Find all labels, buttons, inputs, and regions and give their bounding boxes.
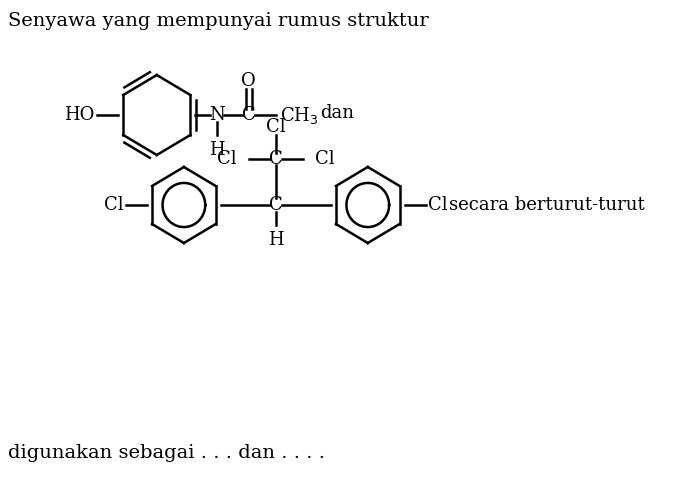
- Text: dan: dan: [321, 104, 354, 122]
- Text: C: C: [242, 106, 256, 124]
- Text: Cl: Cl: [428, 196, 447, 214]
- Text: C: C: [269, 150, 283, 168]
- Text: Cl: Cl: [217, 150, 237, 168]
- Text: Senyawa yang mempunyai rumus struktur: Senyawa yang mempunyai rumus struktur: [8, 12, 429, 30]
- Text: H: H: [268, 231, 283, 249]
- Text: Cl: Cl: [266, 118, 286, 136]
- Text: Cl: Cl: [105, 196, 124, 214]
- Text: secara berturut-turut: secara berturut-turut: [449, 196, 645, 214]
- Text: N: N: [209, 106, 225, 124]
- Text: digunakan sebagai . . . dan . . . .: digunakan sebagai . . . dan . . . .: [8, 444, 325, 462]
- Text: H: H: [209, 141, 224, 159]
- Text: HO: HO: [65, 106, 95, 124]
- Text: CH$_3$: CH$_3$: [280, 104, 319, 125]
- Text: C: C: [269, 196, 283, 214]
- Text: O: O: [241, 72, 256, 90]
- Text: Cl: Cl: [314, 150, 334, 168]
